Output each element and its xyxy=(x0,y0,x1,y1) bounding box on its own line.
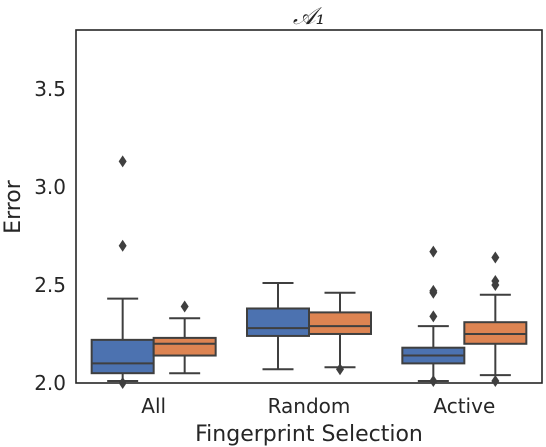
y-tick-label: 2.5 xyxy=(34,273,66,297)
y-tick-label: 2.0 xyxy=(34,371,66,395)
y-tick-label: 3.0 xyxy=(34,175,66,199)
outlier-point xyxy=(336,363,344,376)
y-axis-label: Error xyxy=(1,179,26,234)
box-body xyxy=(90,338,155,375)
box-1-all xyxy=(90,155,155,389)
chart-marks xyxy=(90,155,528,389)
box-body xyxy=(308,311,372,335)
y-axis-ticks: 2.0 2.5 3.0 3.5 xyxy=(34,77,66,395)
outlier-point xyxy=(118,377,127,389)
outlier-point xyxy=(491,251,500,264)
outlier-point xyxy=(491,275,500,288)
box-body xyxy=(152,336,217,357)
x-axis-ticks: All Random Active xyxy=(141,394,495,418)
outlier-point xyxy=(491,375,500,388)
outlier-point xyxy=(429,310,438,323)
box-2-active xyxy=(463,251,528,388)
outlier-point xyxy=(180,300,189,313)
chart-title: 𝒜₁ xyxy=(293,2,325,30)
outlier-point xyxy=(429,245,438,258)
box-2-random xyxy=(308,291,372,376)
x-axis-label: Fingerprint Selection xyxy=(195,422,423,447)
x-tick-label: Active xyxy=(433,394,495,418)
outlier-point xyxy=(429,284,438,297)
outlier-point xyxy=(118,155,127,168)
outlier-point xyxy=(118,239,127,252)
x-tick-label: All xyxy=(141,394,166,418)
x-tick-label: Random xyxy=(268,394,351,418)
box-2-all xyxy=(152,300,217,375)
box-body xyxy=(246,307,310,337)
y-tick-label: 3.5 xyxy=(34,77,66,101)
box-1-active xyxy=(401,245,466,388)
outlier-point xyxy=(429,375,438,388)
